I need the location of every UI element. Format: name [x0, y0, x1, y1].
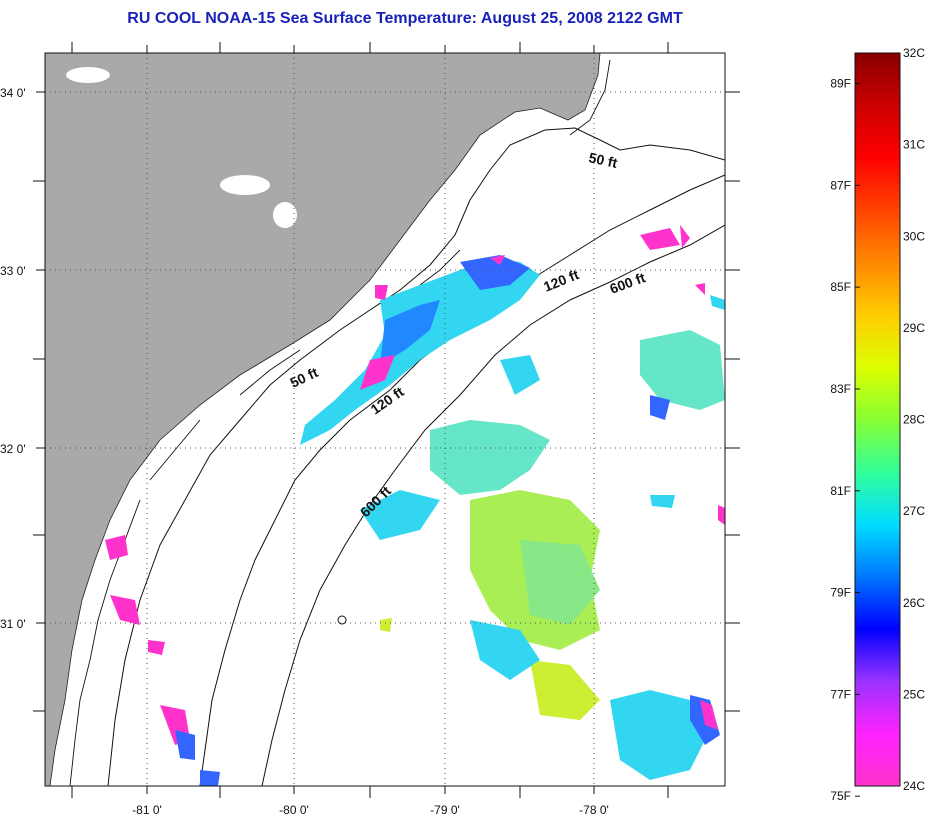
isobath-600ft	[261, 224, 725, 786]
map-frame	[44, 52, 726, 787]
colorbar-celsius-label: 26C	[903, 596, 925, 610]
land-lake	[220, 175, 270, 195]
isobath-label: 50 ft	[587, 149, 619, 171]
seamount-contour	[337, 615, 347, 625]
lon-label: -78 0'	[579, 803, 609, 817]
isobath-120ft	[199, 174, 725, 786]
colorbar-celsius-label: 30C	[903, 229, 925, 243]
colorbar-celsius-label: 32C	[903, 46, 925, 60]
colorbar-fahrenheit-label: 83F	[830, 382, 851, 396]
graticule	[45, 53, 725, 786]
lat-label: 34 0'	[0, 86, 26, 100]
colorbar-fahrenheit-label: 79F	[830, 586, 851, 600]
colorbar-celsius-label: 25C	[903, 687, 925, 701]
map-title: RU COOL NOAA-15 Sea Surface Temperature:…	[127, 10, 683, 27]
colorbar-fahrenheit-label: 75F	[830, 789, 851, 803]
lat-label: 33 0'	[0, 264, 26, 278]
lat-label: 31 0'	[0, 617, 26, 631]
colorbar-celsius-label: 28C	[903, 413, 925, 427]
lon-label: -80 0'	[279, 803, 309, 817]
colorbar-fahrenheit-label: 89F	[830, 77, 851, 91]
isobath-50ft	[107, 127, 725, 786]
land-lake	[273, 202, 297, 228]
colorbar-celsius-label: 27C	[903, 504, 925, 518]
colorbar-fahrenheit-label: 81F	[830, 484, 851, 498]
lon-label: -79 0'	[430, 803, 460, 817]
sst-data-layer	[105, 225, 725, 786]
land-lake	[66, 67, 110, 83]
colorbar-celsius-label: 29C	[903, 321, 925, 335]
colorbar-fahrenheit-label: 87F	[830, 178, 851, 192]
colorbar-fahrenheit-label: 85F	[830, 280, 851, 294]
colorbar-gradient	[854, 52, 901, 787]
lat-label: 32 0'	[0, 442, 26, 456]
colorbar-fahrenheit-label: 77F	[830, 687, 851, 701]
colorbar-celsius-label: 24C	[903, 779, 925, 793]
land-mass	[45, 53, 601, 786]
lon-label: -81 0'	[132, 803, 162, 817]
colorbar-celsius-label: 31C	[903, 138, 925, 152]
axis-ticks	[33, 42, 740, 798]
